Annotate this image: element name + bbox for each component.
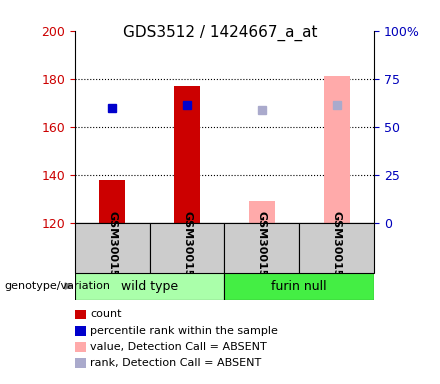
FancyBboxPatch shape [75,273,224,300]
Text: GSM300153: GSM300153 [107,211,117,285]
Bar [323,76,350,223]
Text: value, Detection Call = ABSENT: value, Detection Call = ABSENT [90,342,267,352]
Text: rank, Detection Call = ABSENT: rank, Detection Call = ABSENT [90,358,261,368]
Text: wild type: wild type [121,280,178,293]
Text: GSM300155: GSM300155 [257,211,267,285]
FancyBboxPatch shape [150,223,224,273]
Text: furin null: furin null [271,280,327,293]
Polygon shape [65,283,73,289]
Text: count: count [90,310,122,319]
FancyBboxPatch shape [224,273,374,300]
Text: percentile rank within the sample: percentile rank within the sample [90,326,278,336]
Bar [174,86,200,223]
Text: GSM300156: GSM300156 [332,210,341,285]
Text: GDS3512 / 1424667_a_at: GDS3512 / 1424667_a_at [123,25,317,41]
FancyBboxPatch shape [75,223,150,273]
Bar [99,179,125,223]
Text: GSM300154: GSM300154 [182,210,192,285]
Text: genotype/variation: genotype/variation [4,281,110,291]
FancyBboxPatch shape [299,223,374,273]
Bar [249,201,275,223]
FancyBboxPatch shape [224,223,299,273]
